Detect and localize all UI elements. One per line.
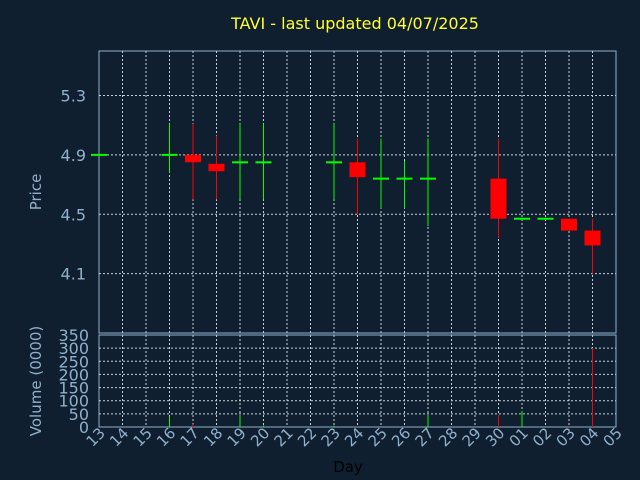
day-tick-label: 19	[224, 424, 250, 450]
chart-title: TAVI - last updated 04/07/2025	[231, 14, 479, 33]
candle-body	[349, 162, 366, 178]
day-tick-label: 16	[153, 424, 179, 450]
volume-tick-label: 200	[58, 365, 89, 384]
day-tick-label: 17	[177, 424, 203, 450]
grid-lines	[99, 51, 616, 427]
candle-body	[185, 154, 201, 163]
day-tick-label: 30	[482, 424, 508, 450]
day-tick-label: 21	[271, 424, 297, 450]
day-tick-label: 18	[200, 424, 226, 450]
candle-body	[490, 178, 507, 219]
price-tick-label: 4.1	[61, 265, 86, 284]
volume-tick-label: 150	[58, 379, 89, 398]
candle-body	[584, 230, 601, 246]
day-tick-label: 26	[388, 424, 414, 450]
day-tick-label: 04	[576, 424, 602, 450]
candle-body	[561, 218, 577, 231]
price-tick-label: 4.9	[61, 146, 86, 165]
day-tick-label: 03	[553, 424, 579, 450]
day-tick-label: 22	[294, 424, 320, 450]
x-axis-label: Day	[333, 458, 363, 476]
day-tick-label: 23	[318, 424, 344, 450]
volume-bars	[169, 348, 593, 427]
day-tick-label: 28	[435, 424, 461, 450]
price-tick-label: 5.3	[61, 87, 86, 106]
volume-tick-label: 0	[79, 418, 89, 437]
day-tick-label: 24	[341, 424, 367, 450]
price-axis-label: Price	[27, 174, 45, 211]
volume-tick-label: 350	[58, 326, 89, 345]
candlesticks	[91, 123, 601, 274]
day-tick-label: 25	[365, 424, 391, 450]
tick-labels: 4.14.54.95.30501001502002503003501314151…	[58, 87, 625, 451]
day-tick-label: 20	[247, 424, 273, 450]
day-tick-label: 05	[600, 424, 626, 450]
day-tick-label: 01	[506, 424, 532, 450]
day-tick-label: 27	[412, 424, 438, 450]
volume-tick-label: 300	[58, 339, 89, 358]
volume-tick-label: 250	[58, 352, 89, 371]
day-tick-label: 14	[106, 424, 132, 450]
price-tick-label: 4.5	[61, 205, 86, 224]
volume-tick-label: 100	[58, 392, 89, 411]
day-tick-label: 02	[529, 424, 555, 450]
volume-tick-label: 50	[69, 405, 89, 424]
day-tick-label: 29	[459, 424, 485, 450]
candle-body	[208, 163, 225, 172]
day-tick-label: 15	[130, 424, 156, 450]
volume-axis-label: Volume (0000)	[27, 326, 45, 436]
